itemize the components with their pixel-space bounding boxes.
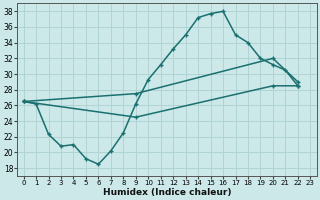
X-axis label: Humidex (Indice chaleur): Humidex (Indice chaleur) <box>103 188 231 197</box>
